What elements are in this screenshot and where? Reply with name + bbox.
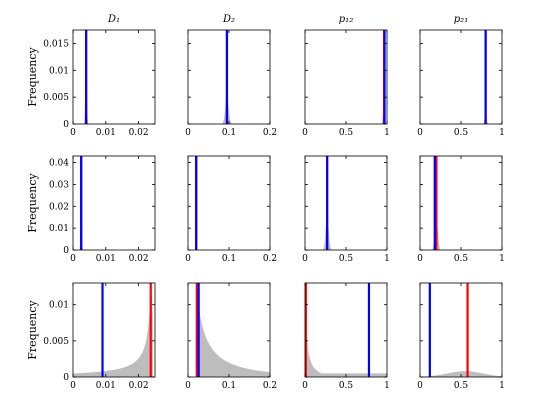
x-tick-label: 0 (185, 381, 191, 391)
y-tick-label: 0.03 (49, 180, 69, 190)
panel-frame (187, 155, 271, 251)
x-tick-label: 0.5 (454, 381, 469, 391)
panel-r1-c3: 0 0.5 1 (417, 155, 505, 264)
x-tick-label: 0.5 (339, 381, 354, 391)
panel-r1-c0: 0 0.01 0.02 0 0.01 0.02 0.03 0.04 (49, 155, 156, 264)
panel-r1-c2: 0 0.5 1 (302, 155, 390, 264)
ylabel-row-2: Frequency (26, 299, 39, 359)
x-tick-label: 1 (499, 254, 505, 264)
y-tick-label: 0 (63, 246, 69, 256)
y-tick-label: 0.005 (43, 93, 69, 103)
x-tick-label: 0.02 (129, 254, 149, 264)
x-tick-label: 0 (185, 254, 191, 264)
x-tick-label: 0.1 (222, 128, 236, 138)
x-tick-label: 0.02 (129, 381, 149, 391)
x-tick-label: 0 (302, 381, 308, 391)
x-tick-label: 0 (70, 254, 76, 264)
x-tick-label: 0 (417, 254, 423, 264)
x-tick-label: 0 (302, 254, 308, 264)
x-tick-label: 0.1 (222, 381, 236, 391)
column-title-3: p₂₁ (454, 14, 468, 25)
x-tick-label: 0.02 (129, 128, 149, 138)
y-tick-label: 0.01 (49, 224, 69, 234)
histogram-area (73, 156, 155, 250)
x-tick-label: 0 (417, 381, 423, 391)
column-title-2: p₁₂ (339, 14, 353, 25)
x-tick-label: 1 (384, 254, 390, 264)
x-tick-label: 0 (417, 128, 423, 138)
x-tick-label: 0.01 (96, 128, 116, 138)
y-tick-label: 0.005 (43, 337, 69, 347)
x-tick-label: 0.5 (454, 128, 469, 138)
ylabel-row-0: Frequency (26, 46, 39, 106)
panel-r0-c1: 0 0.1 0.2 (185, 29, 277, 138)
panel-frame (419, 282, 503, 378)
x-tick-label: 0.5 (339, 128, 354, 138)
y-tick-label: 0.015 (43, 39, 69, 49)
histogram-area (305, 102, 387, 124)
histogram-area (188, 283, 270, 377)
y-tick-label: 0 (63, 373, 69, 383)
histogram-area (305, 283, 387, 377)
x-tick-label: 0 (302, 128, 308, 138)
x-tick-label: 0.2 (263, 254, 277, 264)
x-tick-label: 0.1 (222, 254, 236, 264)
panel-frame (304, 282, 388, 378)
panel-frame (187, 29, 271, 125)
panel-r2-c1: 0 0.1 0.2 (185, 282, 277, 391)
panel-frame (304, 29, 388, 125)
panel-r2-c0: 0 0.01 0.02 0 0.005 0.01 (43, 282, 156, 391)
histogram-area (305, 215, 387, 250)
y-tick-label: 0 (63, 120, 69, 130)
x-tick-label: 1 (384, 381, 390, 391)
x-tick-label: 0 (185, 128, 191, 138)
panel-frame (72, 29, 156, 125)
y-tick-label: 0.04 (49, 159, 69, 169)
x-tick-label: 0 (70, 128, 76, 138)
x-tick-label: 1 (384, 128, 390, 138)
panel-frame (419, 29, 503, 125)
x-tick-label: 1 (499, 381, 505, 391)
histogram-area (188, 94, 270, 124)
panel-r1-c1: 0 0.1 0.2 (185, 155, 277, 264)
panel-r0-c2: 0 0.5 1 (302, 29, 390, 138)
y-tick-label: 0.01 (49, 66, 69, 76)
panel-r2-c2: 0 0.5 1 (302, 282, 390, 391)
x-tick-label: 0.2 (263, 128, 277, 138)
x-tick-label: 0.01 (96, 254, 116, 264)
histogram-area (73, 283, 155, 377)
y-tick-label: 0.01 (49, 301, 69, 311)
panel-frame (72, 155, 156, 251)
x-tick-label: 0.2 (263, 381, 277, 391)
x-tick-label: 0 (70, 381, 76, 391)
panel-frame (419, 155, 503, 251)
panel-r2-c3: 0 0.5 1 (417, 282, 505, 391)
x-tick-label: 0.01 (96, 381, 116, 391)
panel-r0-c0: 0 0.01 0.02 0 0.005 0.01 0.015 (43, 29, 156, 138)
panel-frame (304, 155, 388, 251)
histogram-area (420, 219, 502, 250)
x-tick-label: 0.5 (454, 254, 469, 264)
column-title-0: D₁ (107, 14, 120, 25)
panel-r0-c3: 0 0.5 1 (417, 29, 505, 138)
y-tick-label: 0.02 (49, 202, 69, 212)
column-title-1: D₂ (222, 14, 235, 25)
x-tick-label: 0.5 (339, 254, 354, 264)
ylabel-row-1: Frequency (26, 172, 39, 232)
x-tick-label: 1 (499, 128, 505, 138)
panel-frame (72, 282, 156, 378)
